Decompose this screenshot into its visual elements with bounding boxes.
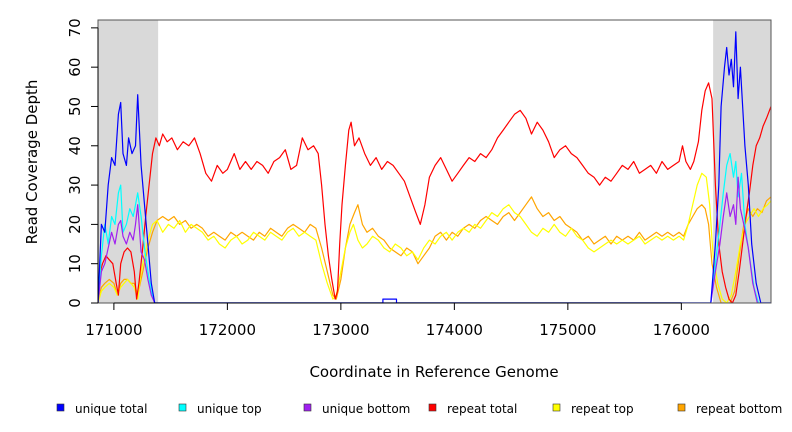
y-axis-label: Read Coverage Depth	[23, 80, 41, 245]
legend-label: repeat bottom	[696, 402, 782, 416]
legend-label: unique top	[197, 402, 262, 416]
y-axis: 0 10 20 30 40 50 60 70	[66, 18, 99, 308]
x-tick-label: 174000	[426, 321, 483, 339]
legend-label: unique total	[75, 402, 147, 416]
y-tick-label: 10	[66, 254, 84, 273]
series-line-unique-top	[98, 153, 771, 303]
y-tick-label: 40	[66, 136, 84, 155]
series-line-unique-total	[98, 31, 771, 303]
y-tick-label: 50	[66, 97, 84, 116]
series-line-repeat-total	[98, 82, 771, 303]
legend-swatch	[428, 403, 437, 412]
legend-swatch	[178, 403, 187, 412]
legend-swatch	[677, 403, 686, 412]
y-tick-label: 70	[66, 18, 84, 37]
series-line-repeat-bottom	[98, 196, 771, 303]
legend-item-unique-bottom: unique bottom	[303, 402, 410, 416]
x-axis-label: Coordinate in Reference Genome	[309, 363, 558, 381]
series-line-repeat-top	[98, 172, 771, 303]
plot-frame	[97, 19, 772, 304]
series-line-unique-bottom	[98, 176, 771, 303]
y-tick-label: 30	[66, 176, 84, 195]
shaded-region-1	[713, 20, 771, 303]
shaded-region-0	[98, 20, 159, 303]
x-tick-label: 172000	[199, 321, 256, 339]
shaded-regions	[98, 20, 771, 303]
legend-item-repeat-bottom: repeat bottom	[677, 402, 782, 416]
y-tick-label: 20	[66, 215, 84, 234]
legend-swatch	[56, 403, 65, 412]
legend: unique total unique top unique bottom repea…	[56, 402, 782, 416]
y-tick-label: 60	[66, 58, 84, 77]
x-tick-label: 175000	[539, 321, 596, 339]
x-axis: 171000 172000 173000 174000 175000 176000	[85, 302, 710, 339]
legend-item-repeat-top: repeat top	[552, 402, 634, 416]
legend-item-repeat-total: repeat total	[428, 402, 517, 416]
x-tick-label: 171000	[85, 321, 142, 339]
legend-label: repeat top	[571, 402, 634, 416]
legend-label: repeat total	[447, 402, 517, 416]
y-tick-label: 0	[66, 298, 84, 308]
x-tick-label: 176000	[653, 321, 710, 339]
x-tick-label: 173000	[312, 321, 369, 339]
legend-label: unique bottom	[322, 402, 410, 416]
legend-item-unique-top: unique top	[178, 402, 262, 416]
legend-swatch	[552, 403, 561, 412]
series-lines	[98, 31, 771, 303]
legend-swatch	[303, 403, 312, 412]
legend-item-unique-total: unique total	[56, 402, 147, 416]
